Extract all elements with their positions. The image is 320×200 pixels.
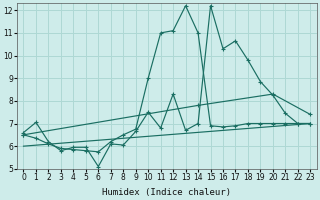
X-axis label: Humidex (Indice chaleur): Humidex (Indice chaleur) — [102, 188, 231, 197]
